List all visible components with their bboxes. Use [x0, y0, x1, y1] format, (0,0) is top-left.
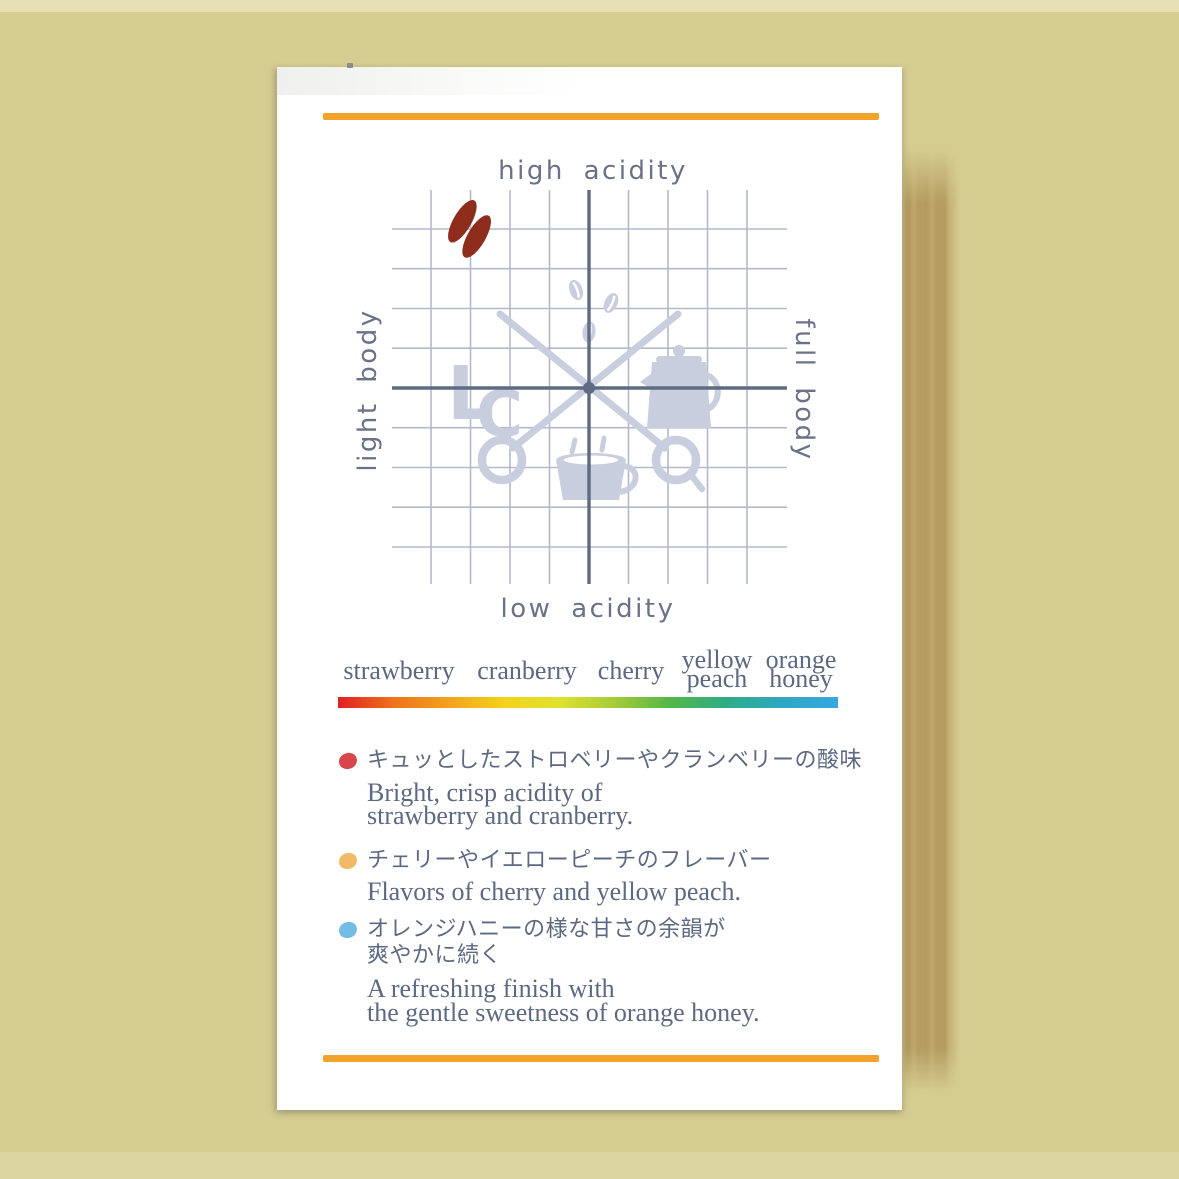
background-top-band	[0, 0, 1179, 12]
chart-axes	[392, 190, 787, 584]
card-top-sheen	[277, 67, 577, 95]
coffee-pot-icon	[640, 345, 721, 428]
note-3-jp-line-1: オレンジハニーの様な甘さの余韻が	[367, 917, 726, 942]
chart-label-light-body: light body	[353, 308, 383, 472]
flavor-label-orange-honey: orange honey	[765, 645, 837, 693]
note-1-en-line-2: strawberry and cranberry.	[367, 801, 634, 830]
flavor-label-cherry: cherry	[597, 656, 665, 685]
note-3-en-line-1: A refreshing finish with	[367, 974, 615, 1003]
chart-label-full-body: full body	[789, 318, 819, 462]
scissors-icon	[477, 310, 706, 493]
monogram-letter-c: C	[476, 378, 523, 452]
bottom-divider-rule	[323, 1055, 879, 1062]
logo-watermark: L C	[447, 279, 721, 500]
flavor-label-line: yellow	[681, 645, 753, 674]
background-bottom-band	[0, 1152, 1179, 1179]
flavor-label-yellow-peach: yellow peach	[681, 645, 753, 693]
chart-label-high-acidity: high acidity	[498, 156, 688, 186]
package-edge-texture	[903, 148, 960, 1093]
note-1-jp: キュッとしたストロベリーやクランベリーの酸味	[367, 748, 863, 773]
coffee-beans-icon	[568, 279, 619, 343]
flavor-label-strawberry: strawberry	[343, 656, 455, 685]
note-2-jp: チェリーやイエローピーチのフレーバー	[367, 848, 772, 873]
note-2-en-line-1: Flavors of cherry and yellow peach.	[367, 877, 741, 906]
note-3-en-line-2: the gentle sweetness of orange honey.	[367, 998, 760, 1027]
flavor-label-line: honey	[769, 664, 833, 693]
top-divider-rule	[323, 113, 879, 120]
flavor-label-line: orange	[765, 645, 837, 674]
note-1-en-line-1: Bright, crisp acidity of	[367, 778, 603, 807]
chart-label-low-acidity: low acidity	[500, 594, 676, 624]
flavor-gradient-bar	[338, 697, 838, 708]
flavor-label-cranberry: cranberry	[477, 656, 577, 685]
dust-speck	[347, 63, 353, 68]
note-3-jp-line-2: 爽やかに続く	[367, 943, 503, 968]
coffee-bean-marker	[448, 200, 491, 258]
flavor-label-line: peach	[686, 664, 748, 693]
monogram-letter-l: L	[447, 351, 494, 437]
coffee-cup-icon	[556, 435, 639, 500]
